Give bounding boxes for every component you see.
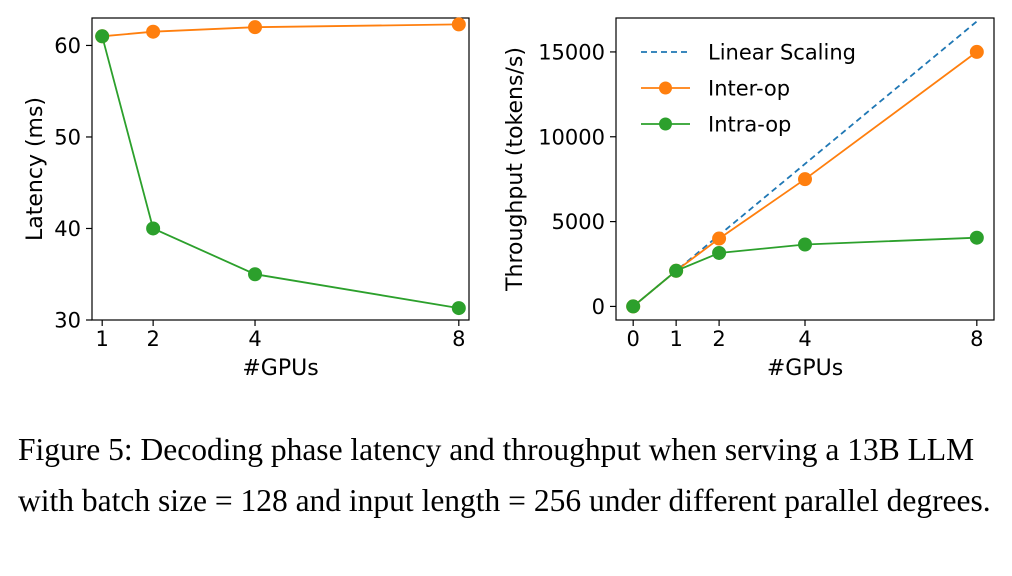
- series-line-intra-op: [101, 36, 459, 309]
- y-tick-label: 0: [592, 295, 605, 319]
- x-axis-label: #GPUs: [767, 356, 843, 381]
- legend: Linear Scaling Inter-op Intra-op: [641, 41, 856, 137]
- legend-marker-inter-op: [659, 81, 672, 95]
- x-tick-label: 4: [248, 327, 261, 351]
- data-point-inter-op: [248, 20, 263, 35]
- figure: 1 2 4 8 30 40 50 60 #GPUs Latency (ms) 0 1 2 4 8 0 5000…: [23, 17, 995, 381]
- data-point-inter-op: [451, 17, 466, 32]
- data-point-intra-op: [95, 29, 110, 44]
- throughput-chart: 0 1 2 4 8 0 5000 10000 15000 #GPUs Throughput (tok…: [503, 17, 995, 381]
- x-tick-label: 4: [798, 327, 811, 351]
- data-point-intra-op: [712, 245, 727, 260]
- data-point-intra-op: [451, 301, 466, 316]
- series-line-linear-scaling: [632, 20, 978, 308]
- x-tick-label: 2: [712, 327, 725, 351]
- y-tick-label: 30: [54, 309, 81, 333]
- legend-label-intra-op: Intra-op: [708, 113, 791, 137]
- y-tick-label: 60: [54, 34, 81, 58]
- data-point-intra-op: [248, 267, 263, 282]
- data-point-inter-op: [146, 24, 161, 39]
- data-point-intra-op: [626, 299, 641, 314]
- figure-caption: Figure 5: Decoding phase latency and thr…: [18, 432, 991, 518]
- y-tick-label: 50: [54, 125, 81, 149]
- series-line-inter-op: [102, 23, 459, 38]
- legend-label-inter-op: Inter-op: [708, 77, 790, 101]
- data-point-inter-op: [712, 231, 727, 246]
- x-tick-label: 8: [970, 327, 983, 351]
- data-point-intra-op: [969, 230, 984, 245]
- data-point-inter-op: [798, 172, 812, 187]
- y-axis-label: Latency (ms): [23, 97, 48, 241]
- y-axis-label: Throughput (tokens/s): [503, 47, 528, 292]
- x-tick-label: 0: [626, 327, 639, 351]
- data-point-intra-op: [146, 221, 161, 236]
- x-tick-label: 8: [452, 327, 465, 351]
- y-tick-label: 40: [54, 217, 81, 241]
- legend-label-linear-scaling: Linear Scaling: [708, 41, 856, 65]
- legend-marker-intra-op: [659, 117, 672, 131]
- x-tick-label: 2: [146, 327, 159, 351]
- x-axis-label: #GPUs: [242, 356, 318, 381]
- y-tick-label: 15000: [538, 40, 605, 64]
- plot-frame: [91, 17, 470, 321]
- y-tick-label: 10000: [538, 125, 605, 149]
- data-point-intra-op: [669, 263, 684, 278]
- x-tick-label: 1: [669, 327, 682, 351]
- latency-chart: 1 2 4 8 30 40 50 60 #GPUs Latency (ms): [23, 17, 470, 381]
- x-tick-label: 1: [96, 327, 109, 351]
- y-tick-label: 5000: [552, 210, 605, 234]
- data-point-intra-op: [798, 237, 812, 252]
- data-point-inter-op: [969, 44, 984, 59]
